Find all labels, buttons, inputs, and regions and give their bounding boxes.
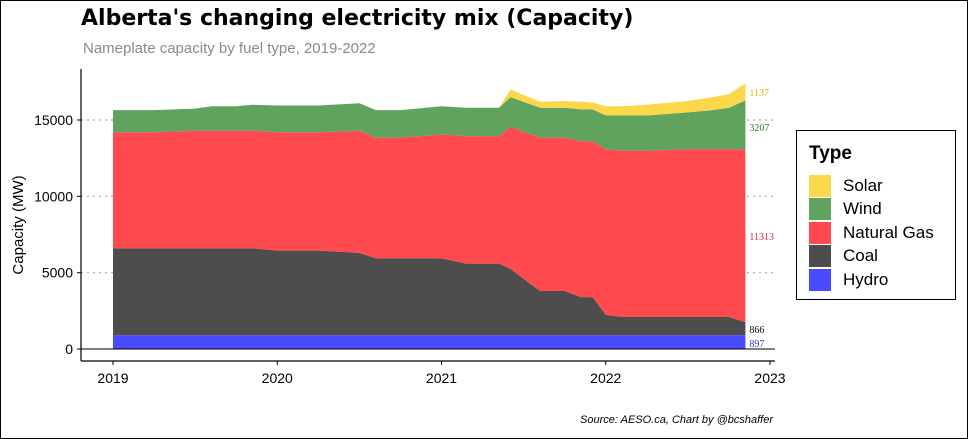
y-tick-label: 0 bbox=[65, 341, 73, 357]
legend-item-solar: Solar bbox=[809, 174, 883, 197]
x-tick-label: 2022 bbox=[590, 370, 621, 386]
legend-label: Wind bbox=[843, 199, 882, 218]
source-caption: Source: AESO.ca, Chart by @bcshaffer bbox=[580, 414, 773, 426]
area-solar bbox=[113, 83, 746, 116]
legend-label: Hydro bbox=[843, 269, 889, 289]
legend-item-hydro: Hydro bbox=[809, 268, 888, 291]
legend-item-coal: Coal bbox=[809, 245, 878, 268]
y-tick-label: 10000 bbox=[34, 188, 73, 204]
legend-swatch bbox=[809, 268, 831, 291]
end-label-wind: 3207 bbox=[749, 123, 769, 134]
end-label-coal: 866 bbox=[749, 325, 764, 336]
area-hydro bbox=[113, 335, 746, 349]
legend-swatch bbox=[809, 221, 831, 244]
x-tick-label: 2019 bbox=[97, 370, 128, 386]
chart-title: Alberta's changing electricity mix (Capa… bbox=[81, 6, 634, 31]
legend-swatch bbox=[809, 174, 831, 197]
chart-subtitle: Nameplate capacity by fuel type, 2019-20… bbox=[83, 40, 376, 57]
end-label-hydro: 897 bbox=[749, 339, 764, 350]
legend-swatch bbox=[809, 245, 831, 267]
legend-item-natural-gas: Natural Gas bbox=[809, 221, 934, 244]
end-label-natural-gas: 11313 bbox=[749, 232, 774, 243]
legend-label: Coal bbox=[843, 246, 878, 265]
area-coal bbox=[113, 248, 746, 336]
legend-label: Natural Gas bbox=[843, 222, 934, 242]
y-tick-label: 15000 bbox=[34, 112, 73, 128]
x-tick-label: 2021 bbox=[426, 370, 457, 386]
legend-title: Type bbox=[809, 143, 852, 164]
end-label-solar: 1137 bbox=[749, 88, 769, 99]
legend-swatch bbox=[809, 198, 831, 220]
legend-item-wind: Wind bbox=[809, 198, 882, 221]
x-tick-label: 2023 bbox=[754, 370, 785, 386]
area-wind bbox=[113, 97, 746, 151]
y-tick-label: 5000 bbox=[42, 265, 73, 281]
legend-label: Solar bbox=[843, 175, 883, 195]
x-tick-label: 2020 bbox=[262, 370, 293, 386]
y-axis-title: Capacity (MW) bbox=[10, 175, 27, 274]
area-natural-gas bbox=[113, 126, 746, 323]
legend: Type Solar Wind Natural Gas Coal Hydro bbox=[796, 130, 956, 300]
